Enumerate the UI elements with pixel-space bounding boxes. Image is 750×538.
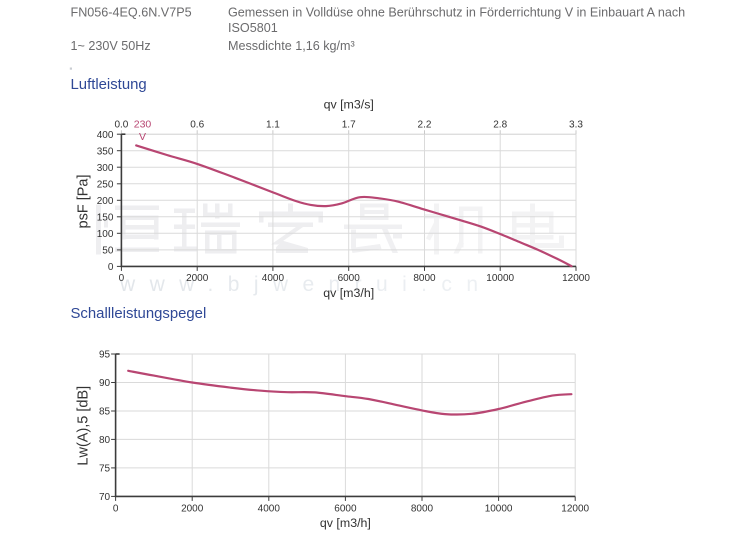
svg-text:100: 100 [97, 229, 114, 240]
svg-text:8000: 8000 [413, 273, 436, 284]
svg-text:Gemessen in Volldüse ohne Berü: Gemessen in Volldüse ohne Berührschutz i… [228, 6, 685, 20]
svg-text:350: 350 [97, 146, 114, 157]
svg-text:2.2: 2.2 [418, 120, 432, 131]
svg-text:10000: 10000 [486, 273, 514, 284]
svg-text:70: 70 [99, 492, 111, 503]
svg-text:8000: 8000 [411, 504, 434, 515]
svg-text:qv [m3/h]: qv [m3/h] [320, 516, 371, 530]
svg-text:12000: 12000 [562, 273, 590, 284]
svg-text:0: 0 [119, 273, 125, 284]
svg-text:2000: 2000 [181, 504, 204, 515]
svg-text:Schallleistungspegel: Schallleistungspegel [71, 306, 207, 322]
svg-text:0.0: 0.0 [114, 120, 128, 131]
svg-text:0: 0 [108, 262, 114, 273]
svg-text:4000: 4000 [258, 504, 281, 515]
svg-text:300: 300 [97, 163, 114, 174]
svg-text:85: 85 [99, 407, 111, 418]
svg-text:6000: 6000 [338, 273, 361, 284]
svg-text:90: 90 [99, 378, 111, 389]
svg-text:150: 150 [97, 212, 114, 223]
svg-text:qv [m3/s]: qv [m3/s] [324, 98, 374, 112]
svg-text:Messdichte 1,16 kg/m³: Messdichte 1,16 kg/m³ [228, 39, 355, 53]
svg-text:400: 400 [97, 130, 114, 141]
svg-text:Luftleistung: Luftleistung [71, 77, 147, 93]
svg-text:3.3: 3.3 [569, 120, 583, 131]
svg-text:6000: 6000 [334, 504, 357, 515]
svg-text:2000: 2000 [186, 273, 209, 284]
svg-text:Lw(A),5 [dB]: Lw(A),5 [dB] [76, 386, 92, 466]
svg-text:1.1: 1.1 [266, 120, 280, 131]
svg-text:V: V [139, 131, 146, 143]
svg-text:250: 250 [97, 179, 114, 190]
svg-text:0: 0 [113, 504, 119, 515]
svg-text:psF [Pa]: psF [Pa] [76, 175, 92, 229]
svg-text:75: 75 [99, 464, 111, 475]
svg-text:0.6: 0.6 [190, 120, 204, 131]
svg-text:1.7: 1.7 [342, 120, 356, 131]
svg-text:50: 50 [102, 246, 114, 257]
svg-text:1~ 230V 50Hz: 1~ 230V 50Hz [71, 39, 151, 53]
svg-text:www.bjwenrui.cn: www.bjwenrui.cn [119, 273, 492, 296]
svg-text:200: 200 [97, 196, 114, 207]
svg-text:4000: 4000 [262, 273, 285, 284]
svg-text:10000: 10000 [485, 504, 513, 515]
svg-text:qv [m3/h]: qv [m3/h] [323, 286, 374, 300]
svg-text:ISO5801: ISO5801 [228, 21, 278, 35]
svg-text:FN056-4EQ.6N.V7P5: FN056-4EQ.6N.V7P5 [71, 6, 192, 20]
svg-text:12000: 12000 [561, 504, 589, 515]
svg-text:80: 80 [99, 435, 111, 446]
svg-text:230: 230 [134, 119, 152, 131]
svg-text:95: 95 [99, 350, 111, 361]
svg-text:2.8: 2.8 [493, 120, 507, 131]
